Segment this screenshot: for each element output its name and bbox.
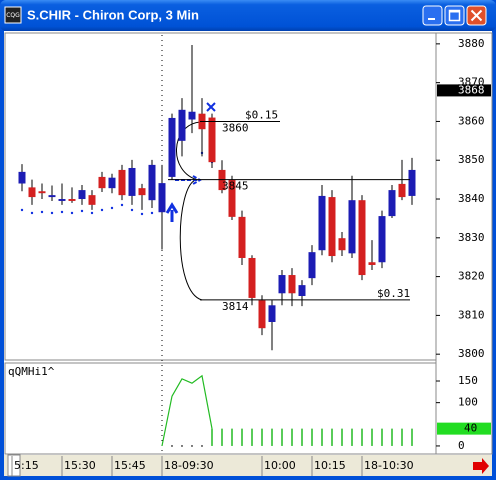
indicator-dot (181, 445, 183, 447)
level-label: 3845 (222, 180, 249, 193)
y-tick-label: 100 (458, 396, 478, 409)
candle-body (38, 191, 46, 194)
candle-body (368, 262, 376, 265)
candle-body (88, 195, 96, 205)
candle-body (248, 257, 256, 298)
y-tick-label: 0 (458, 439, 465, 452)
y-tick-label: 3810 (458, 308, 485, 321)
candle-body (388, 190, 396, 217)
x-tick-label: 18-09:30 (164, 459, 214, 472)
candle-body (118, 169, 126, 196)
bracket-curve (179, 179, 203, 301)
app-icon (4, 6, 22, 24)
candle-body (268, 305, 276, 322)
candle-body (328, 197, 336, 257)
indicator-dot (191, 445, 193, 447)
level-label: 3860 (222, 121, 249, 134)
candle-body (208, 117, 216, 163)
candle-body (28, 187, 36, 198)
candle-body (138, 188, 146, 196)
y-tick-label: 3880 (458, 37, 485, 50)
exit-mark (206, 102, 216, 112)
last-value: 40 (464, 422, 477, 435)
candle-body (238, 216, 246, 258)
candle-body (98, 176, 106, 189)
x-tick-label: 15:30 (64, 459, 96, 472)
level-note: $0.15 (245, 108, 278, 121)
candle-body (78, 190, 86, 200)
minimize-button[interactable] (422, 5, 443, 26)
title-bar (0, 0, 496, 31)
candle-body (358, 200, 366, 276)
candle-body (178, 109, 186, 141)
candle-body (228, 180, 236, 217)
candle-body (288, 275, 296, 294)
last-price-box (437, 84, 491, 97)
scroll-left[interactable] (7, 454, 21, 477)
candle-body (128, 167, 136, 196)
candle-body (408, 169, 416, 196)
candle-body (398, 183, 406, 198)
y-tick-label: 3820 (458, 270, 485, 283)
app-icon-text: CQG (6, 12, 20, 19)
y-tick-label: 3800 (458, 347, 485, 360)
y-tick-label: 3850 (458, 153, 485, 166)
y-tick-label: 3830 (458, 231, 485, 244)
last-price: 3868 (458, 83, 485, 96)
candle-body (378, 216, 386, 263)
candle-body (318, 195, 326, 251)
candle-body (258, 300, 266, 329)
x-tick-label: 18-10:30 (364, 459, 414, 472)
scroll-arrow[interactable] (473, 458, 489, 474)
candle-body (188, 111, 196, 120)
candle-body (18, 171, 26, 184)
candle-body (158, 183, 166, 213)
level-note: $0.31 (377, 287, 410, 300)
x-tick-label: 10:15 (314, 459, 346, 472)
candle-body (278, 275, 286, 294)
x-tick-label: 5:15 (14, 459, 39, 472)
candle-body (108, 177, 116, 189)
y-tick-label: 3860 (458, 114, 485, 127)
candle-body (58, 199, 66, 201)
candle-body (308, 252, 316, 279)
x-tick-label: 15:45 (114, 459, 146, 472)
close-button[interactable] (466, 5, 487, 26)
candle-body (298, 285, 306, 296)
candle-body (48, 195, 56, 198)
indicator-panel (4, 362, 437, 455)
window-title: S.CHIR - Chiron Corp, 3 Min (27, 7, 199, 22)
time-axis-bar (4, 455, 492, 476)
level-label: 3814 (222, 300, 249, 313)
indicator-dot (201, 445, 203, 447)
indicator-line (161, 374, 213, 447)
y-tick-label: 150 (458, 374, 478, 387)
candle-body (168, 117, 176, 177)
indicator-dot (171, 445, 173, 447)
maximize-button[interactable] (444, 5, 465, 26)
indicator-label: qQMHi1^ (8, 365, 55, 378)
candle-body (148, 164, 156, 201)
last-value-box (437, 422, 491, 435)
value-axis (435, 32, 493, 455)
candle-body (338, 238, 346, 251)
candle-body (68, 199, 76, 201)
x-tick-label: 10:00 (264, 459, 296, 472)
y-tick-label: 3840 (458, 192, 485, 205)
buy-arrow (165, 202, 179, 222)
price-panel (4, 32, 437, 361)
candle-body (348, 200, 356, 254)
